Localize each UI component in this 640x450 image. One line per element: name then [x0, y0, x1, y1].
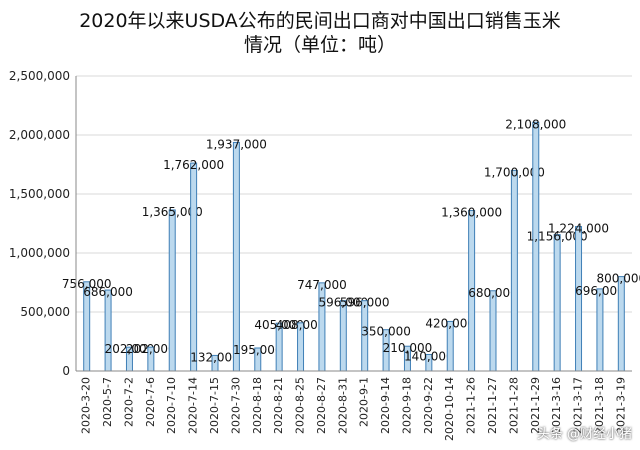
bar	[232, 141, 240, 372]
data-label: 686,000	[83, 285, 133, 299]
x-tick-label: 2020-8-27	[315, 377, 328, 434]
x-tick-label: 2021-3-16	[550, 377, 563, 434]
data-label: 1,360,000	[441, 206, 502, 220]
y-tick-label: 0	[62, 364, 70, 378]
bar	[575, 226, 583, 372]
x-tick-label: 2021-1-28	[507, 377, 520, 434]
x-tick-label: 2020-7-6	[144, 377, 157, 427]
data-label: 405,000	[254, 318, 304, 332]
x-tick-label: 2020-5-7	[101, 377, 114, 427]
x-tick-label: 2021-3-18	[593, 377, 606, 434]
y-tick-label: 500,000	[20, 305, 70, 319]
data-label: 202,000	[105, 342, 155, 356]
data-label: 202,000	[126, 342, 176, 356]
chart-title: 2020年以来USDA公布的民间出口商对中国出口销售玉米	[79, 10, 561, 32]
data-label: 756,000	[62, 277, 112, 291]
x-tick-label: 2021-3-17	[572, 377, 585, 434]
x-tick-label: 2021-1-29	[529, 377, 542, 434]
bar	[168, 209, 176, 372]
bar	[617, 276, 625, 372]
y-tick-label: 2,500,000	[9, 69, 70, 83]
x-tick-label: 2021-3-19	[614, 377, 627, 434]
x-tick-label: 2020-7-15	[208, 377, 221, 434]
bar	[190, 162, 198, 372]
data-label: 1,365,000	[142, 205, 203, 219]
bar	[510, 169, 518, 372]
data-label: 1,700,000	[484, 165, 545, 179]
data-label: 800,000	[596, 272, 640, 286]
y-tick-label: 1,500,000	[9, 187, 70, 201]
x-tick-label: 2020-3-20	[80, 377, 93, 434]
y-tick-label: 1,000,000	[9, 246, 70, 260]
watermark: 头条 @财经小猪	[536, 427, 632, 442]
data-label: 140,000	[404, 349, 454, 363]
data-label: 2,108,000	[505, 117, 566, 131]
data-label: 420,000	[425, 316, 475, 330]
bar	[532, 121, 540, 372]
x-tick-label: 2020-10-14	[443, 377, 456, 441]
x-tick-label: 2020-8-18	[251, 377, 264, 434]
x-tick-label: 2020-7-14	[187, 377, 200, 434]
bar	[553, 234, 561, 372]
data-label: 696,000	[575, 284, 625, 298]
x-tick-label: 2020-9-14	[379, 377, 392, 434]
bar	[596, 288, 604, 372]
data-label: 1,937,000	[206, 137, 267, 151]
data-label: 1,156,000	[527, 230, 588, 244]
data-label: 350,000	[361, 325, 411, 339]
x-tick-label: 2021-1-27	[486, 377, 499, 434]
x-tick-label: 2020-9-18	[400, 377, 413, 434]
x-tick-label: 2020-8-21	[272, 377, 285, 434]
x-tick-label: 2020-7-10	[165, 377, 178, 434]
bar	[489, 290, 497, 372]
data-label: 132,000	[190, 350, 240, 364]
bar	[339, 300, 347, 372]
x-tick-label: 2021-1-26	[465, 377, 478, 434]
data-label: 210,000	[383, 341, 433, 355]
data-label: 1,762,000	[163, 158, 224, 172]
x-tick-label: 2020-9-22	[422, 377, 435, 434]
data-label: 596,000	[340, 296, 390, 310]
data-label: 1,224,000	[548, 222, 609, 236]
bar	[104, 289, 112, 372]
y-tick-label: 2,000,000	[9, 128, 70, 142]
data-label: 195,000	[233, 343, 283, 357]
x-tick-label: 2020-8-31	[336, 377, 349, 434]
data-label: 680,000	[468, 286, 518, 300]
x-tick-label: 2020-8-25	[294, 377, 307, 434]
data-label: 747,000	[297, 278, 347, 292]
x-tick-label: 2020-9-1	[358, 377, 371, 427]
data-label: 596,000	[318, 296, 368, 310]
x-tick-label: 2020-7-2	[122, 377, 135, 427]
x-tick-label: 2020-7-30	[229, 377, 242, 434]
data-label: 408,000	[276, 318, 326, 332]
chart-subtitle: 情况（单位：吨）	[243, 34, 396, 56]
